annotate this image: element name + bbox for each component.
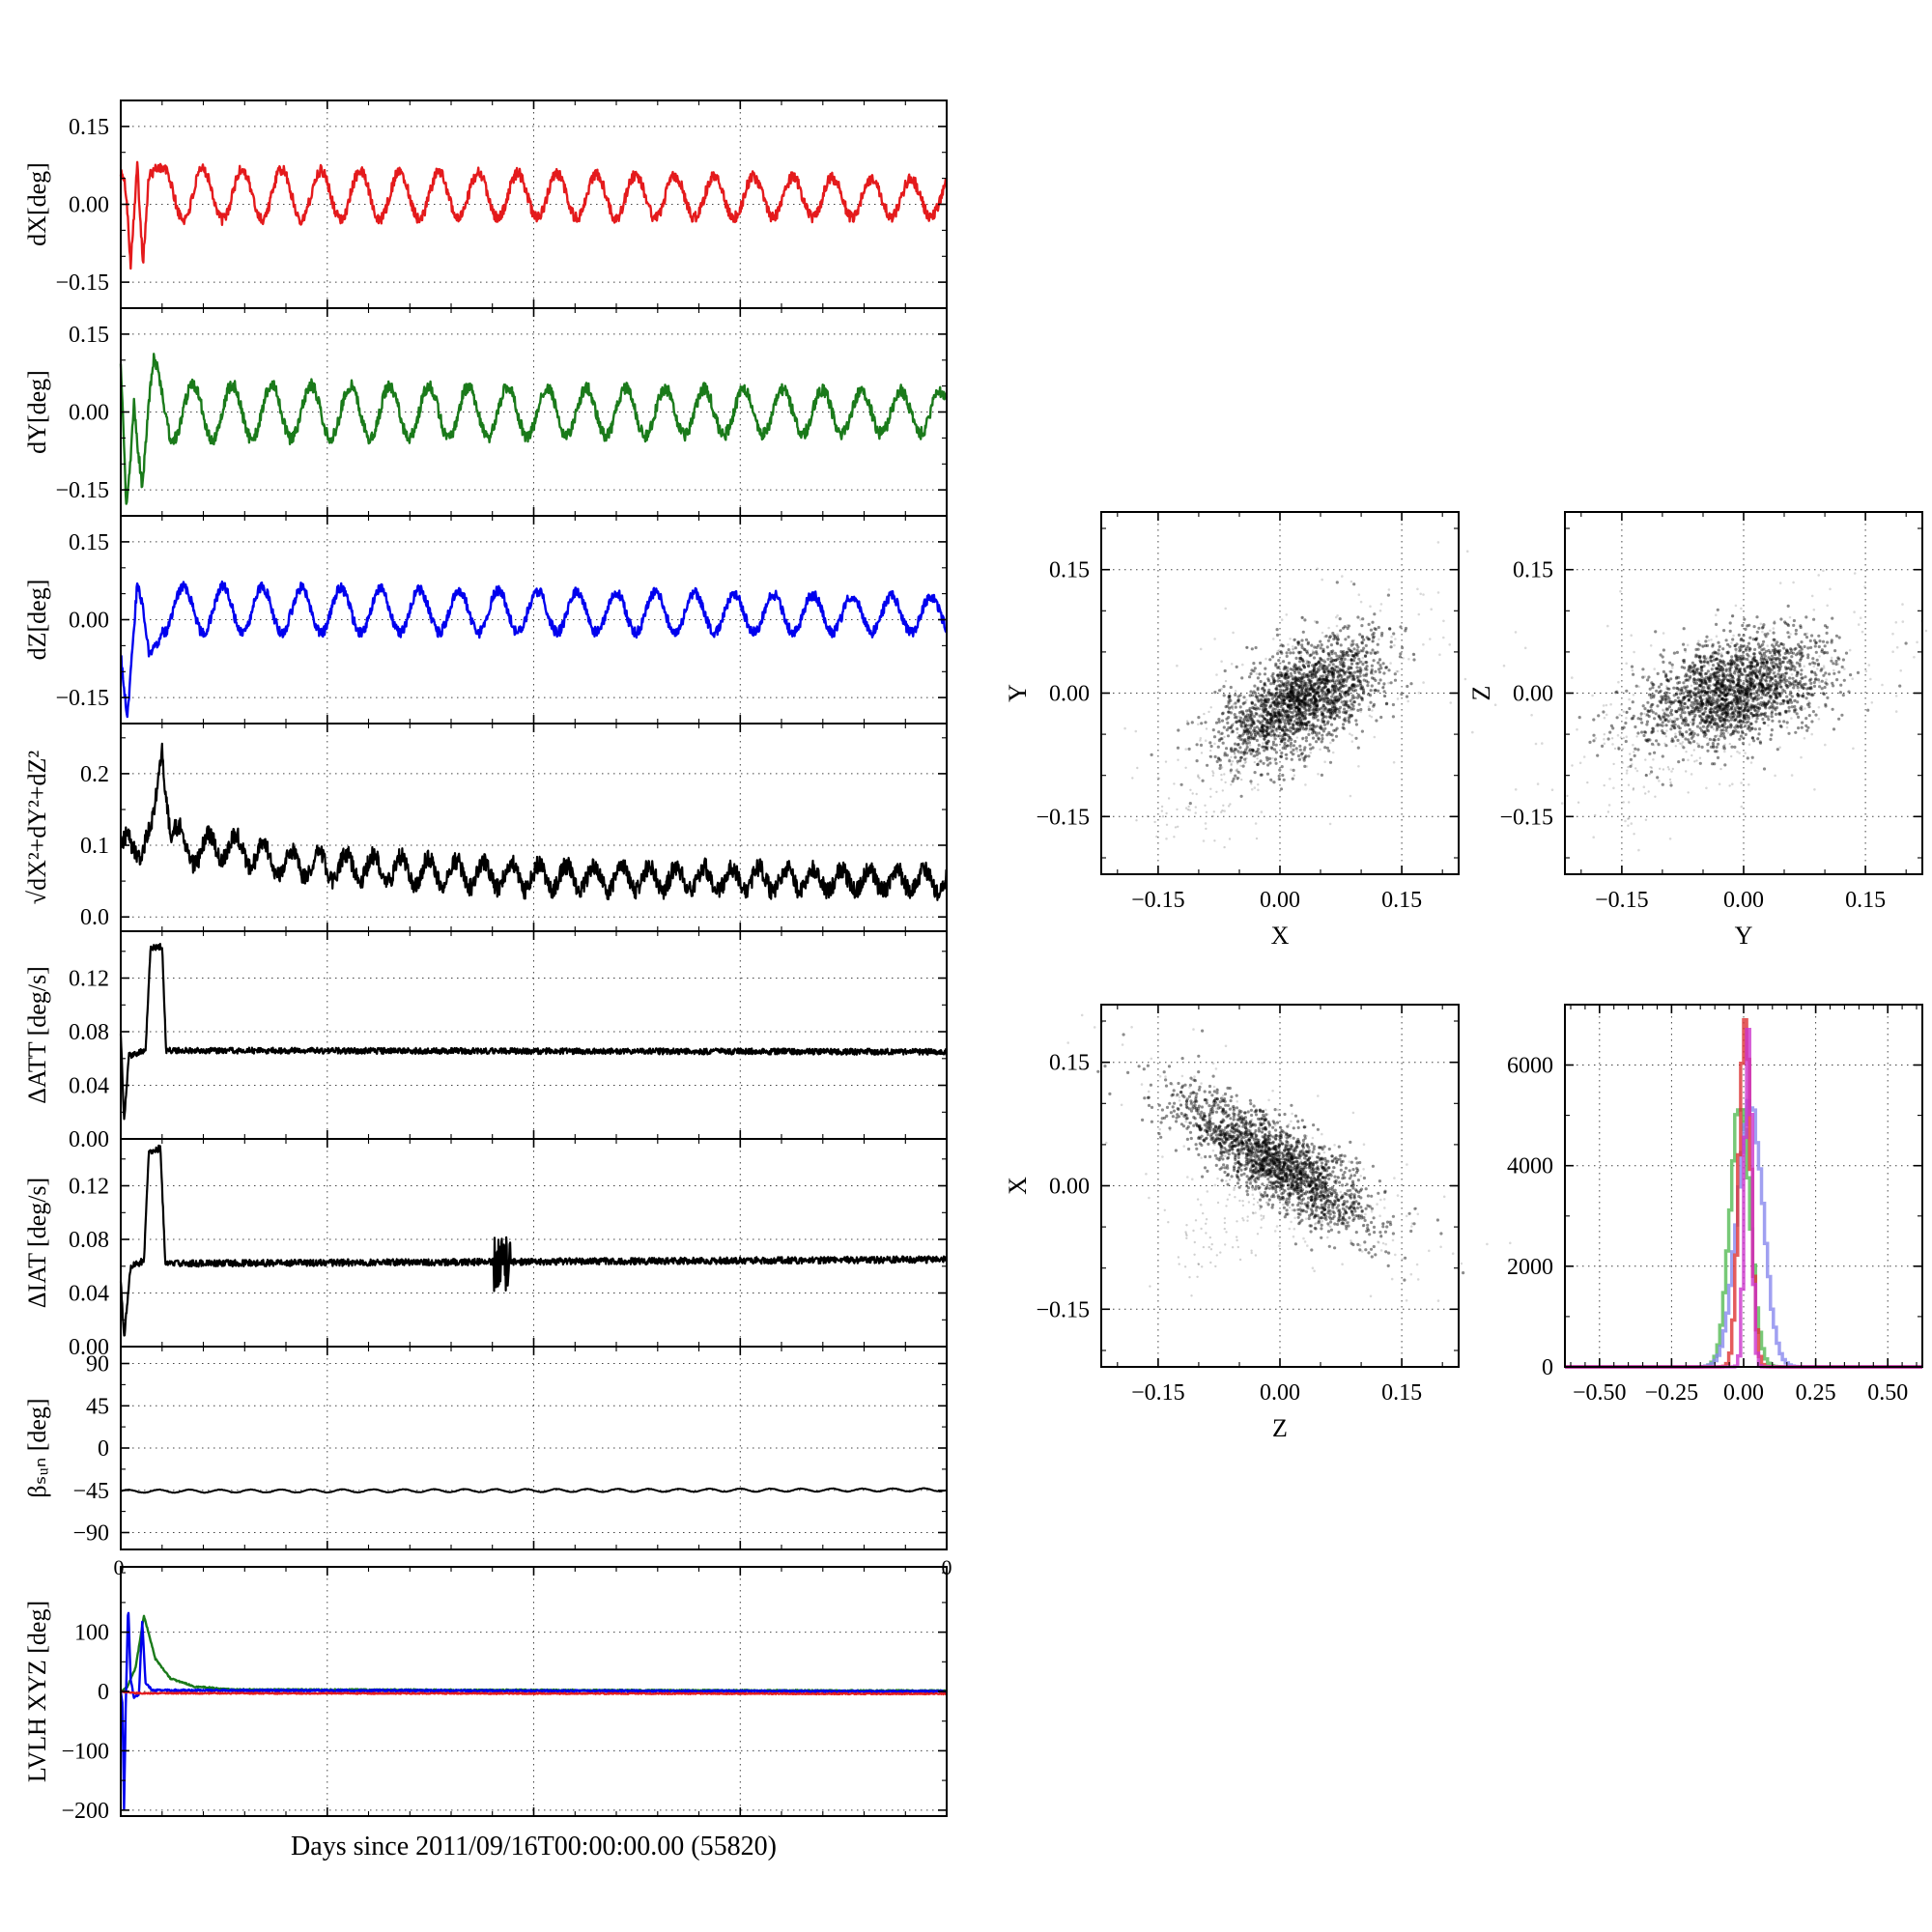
svg-text:0.00: 0.00: [1049, 682, 1090, 707]
svg-text:Y: Y: [1004, 684, 1032, 702]
svg-text:0.00: 0.00: [69, 1127, 109, 1152]
svg-text:0.15: 0.15: [69, 323, 109, 348]
panel-mag: 0.2 0.1 0.0 √dX²+dY²+dZ²: [23, 723, 949, 932]
svg-text:100: 100: [74, 1621, 109, 1646]
svg-text:LVLH XYZ [deg]: LVLH XYZ [deg]: [23, 1601, 51, 1782]
svg-text:0.00: 0.00: [69, 401, 109, 426]
panel-diat: 0.12 0.08 0.04 0.00 ΔIAT [deg/s]: [23, 1138, 948, 1360]
x-axis-label: Days since 2011/09/16T00:00:00.00 (55820…: [291, 1832, 777, 1861]
svg-text:−0.15: −0.15: [55, 686, 109, 711]
svg-text:√dX²+dY²+dZ²: √dX²+dY²+dZ²: [23, 751, 51, 905]
panel-datt: 0.12 0.08 0.04 0.00 ΔATT [deg/s]: [23, 930, 949, 1152]
svg-text:−0.15: −0.15: [1036, 805, 1090, 830]
svg-text:−0.15: −0.15: [55, 270, 109, 296]
svg-text:ΔATT [deg/s]: ΔATT [deg/s]: [23, 966, 51, 1104]
svg-text:dZ[deg]: dZ[deg]: [23, 580, 51, 661]
svg-text:−0.15: −0.15: [55, 478, 109, 503]
svg-text:−100: −100: [61, 1739, 109, 1764]
svg-text:90: 90: [86, 1352, 109, 1378]
svg-text:0.15: 0.15: [1049, 558, 1090, 583]
svg-text:0.08: 0.08: [69, 1020, 109, 1045]
svg-text:0.00: 0.00: [69, 1335, 109, 1360]
svg-text:−90: −90: [72, 1521, 109, 1547]
svg-text:ΔIAT [deg/s]: ΔIAT [deg/s]: [23, 1178, 51, 1308]
svg-text:dX[deg]: dX[deg]: [23, 162, 51, 246]
svg-text:dY[deg]: dY[deg]: [23, 370, 51, 454]
panel-lvlh: 100 0 −100 −200 LVLH XYZ [deg]: [23, 1566, 948, 1824]
svg-text:0.08: 0.08: [69, 1228, 109, 1253]
svg-text:0.15: 0.15: [69, 530, 109, 555]
svg-text:−45: −45: [72, 1479, 109, 1504]
svg-text:0.00: 0.00: [69, 609, 109, 634]
svg-text:0.12: 0.12: [69, 1175, 109, 1200]
svg-text:0.00: 0.00: [1260, 888, 1300, 913]
svg-text:−200: −200: [61, 1799, 109, 1824]
svg-text:0.15: 0.15: [69, 115, 109, 140]
scatter-xy: 0.15 0.00 −0.15 −0.15 0.00 0.15 X Y: [1004, 511, 1527, 950]
svg-text:45: 45: [86, 1394, 109, 1419]
svg-text:0: 0: [98, 1436, 109, 1462]
svg-text:0.2: 0.2: [80, 762, 109, 787]
svg-text:0.15: 0.15: [1381, 888, 1422, 913]
svg-text:X: X: [1271, 922, 1290, 950]
svg-text:0.1: 0.1: [80, 834, 109, 859]
svg-text:βₛᵤₙ [deg]: βₛᵤₙ [deg]: [23, 1398, 51, 1497]
svg-text:0: 0: [98, 1680, 109, 1705]
svg-text:0.04: 0.04: [69, 1282, 109, 1307]
svg-text:0.00: 0.00: [69, 193, 109, 218]
svg-text:0.12: 0.12: [69, 967, 109, 992]
svg-text:0.0: 0.0: [80, 905, 109, 930]
svg-text:0: 0: [114, 1555, 125, 1579]
svg-text:−0.15: −0.15: [1131, 888, 1185, 913]
svg-text:0.04: 0.04: [69, 1074, 109, 1099]
